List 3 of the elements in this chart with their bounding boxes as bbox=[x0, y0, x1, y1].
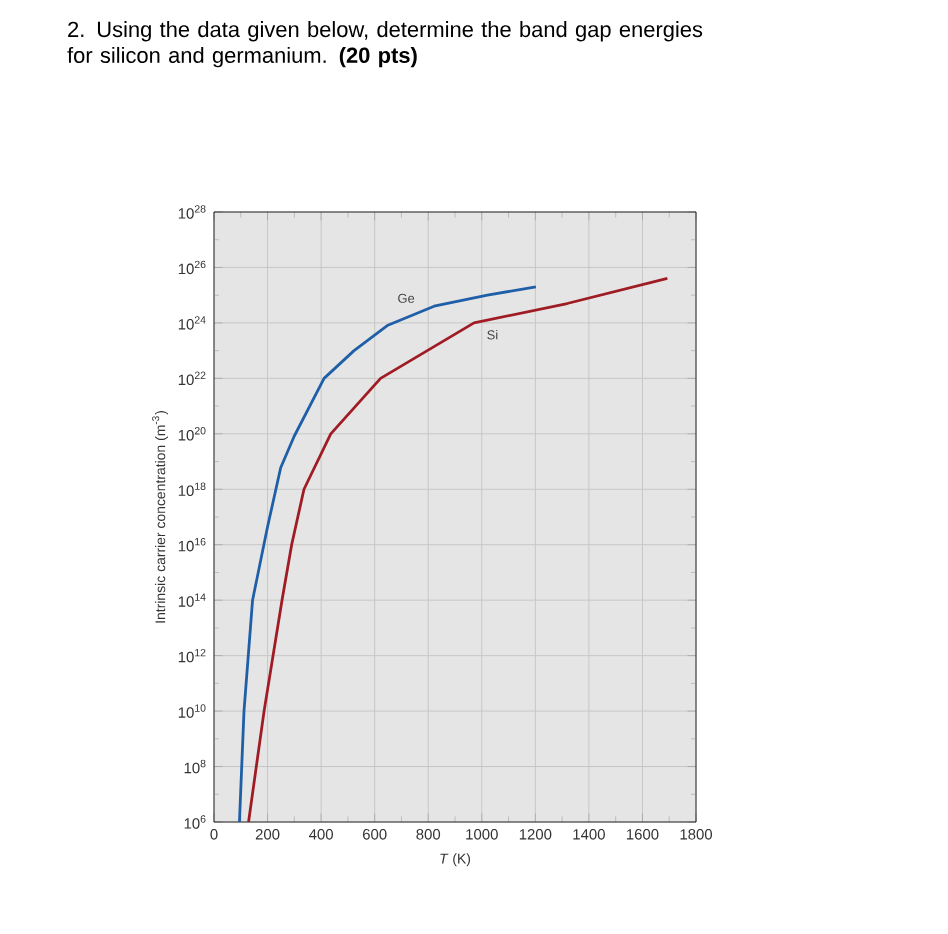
line-series bbox=[247, 277, 669, 822]
chart-title: 2. Using the data given below, determine the band gap energies for silicon and germanium. (20 pts) bbox=[67, 21, 703, 68]
line-series bbox=[238, 285, 538, 822]
